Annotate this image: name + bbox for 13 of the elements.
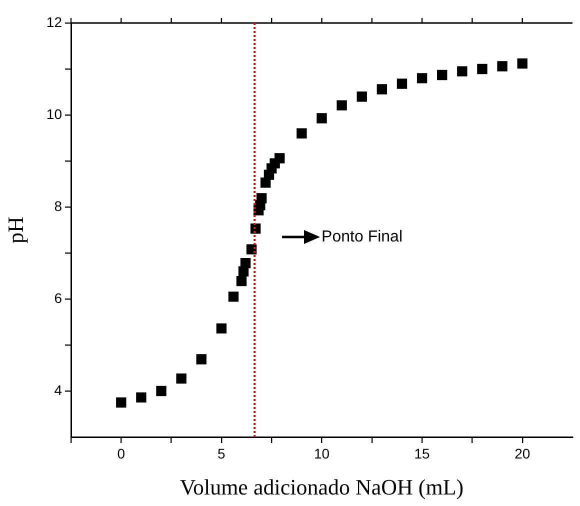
- y-axis-title: pH: [2, 216, 28, 244]
- x-tick-label: 10: [314, 445, 330, 462]
- y-tick-label: 8: [54, 198, 62, 214]
- y-tick-label: 12: [46, 14, 62, 30]
- x-tick-label: 0: [117, 445, 126, 462]
- x-tick-label: 15: [414, 445, 430, 462]
- x-tick-label: 20: [514, 445, 530, 462]
- x-tick-label: 5: [218, 445, 226, 462]
- x-axis-title: Volume adicionado NaOH (mL): [180, 474, 464, 500]
- y-tick-label: 4: [54, 382, 62, 398]
- annotation: Ponto Final: [322, 228, 402, 246]
- y-tick-label: 10: [46, 106, 62, 122]
- y-tick-label: 6: [54, 290, 62, 306]
